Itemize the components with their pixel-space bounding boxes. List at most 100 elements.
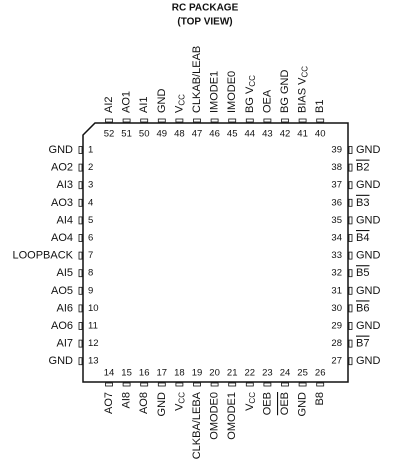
pin-name: GND: [356, 179, 381, 191]
pin-name: GND: [356, 355, 381, 367]
pin-number: 45: [227, 129, 238, 140]
pin-name-text: AI5: [56, 267, 73, 279]
pin-name: B6: [356, 302, 369, 314]
pin-name-subscript: CC: [178, 392, 187, 404]
pin-number: 19: [192, 368, 203, 379]
pin-stub: [348, 339, 353, 348]
pin-number: 43: [262, 129, 273, 140]
pin-name: GND: [356, 214, 381, 226]
pin-name: BG VCC: [244, 75, 257, 113]
pin-name: GND: [356, 250, 381, 262]
pin-name-text: GND: [356, 250, 381, 262]
pin-number: 13: [88, 356, 99, 367]
pin-name-text: B5: [356, 267, 369, 279]
pin-stub: [263, 382, 272, 387]
pin-number: 44: [245, 129, 256, 140]
pin-name: AI4: [56, 214, 73, 226]
pin-name: VCC: [173, 392, 186, 411]
pin-number: 49: [157, 129, 168, 140]
pin-name: LOOPBACK: [12, 250, 73, 262]
pin-number: 6: [88, 233, 93, 244]
pin-stub: [316, 382, 325, 387]
pin-stub: [348, 304, 353, 313]
pin-stub: [78, 163, 83, 172]
pin-stub: [175, 118, 184, 123]
pin-stub: [245, 382, 254, 387]
pin-name-text: V: [173, 403, 185, 411]
pin-number: 41: [297, 129, 308, 140]
pin-stub: [157, 118, 166, 123]
pin-stub: [140, 382, 149, 387]
pin-number: 37: [331, 180, 342, 191]
pin-name-text: OMODE1: [226, 392, 238, 440]
pin-stub: [78, 198, 83, 207]
pin-name: GND: [49, 144, 74, 156]
pin-stub: [78, 146, 83, 154]
pin-name-subscript: CC: [248, 75, 257, 87]
pin-name: AI6: [56, 302, 73, 314]
pin-name-text: BIAS V: [297, 77, 309, 113]
pin-name-text: B2: [356, 162, 369, 174]
pin-number: 36: [331, 197, 342, 208]
pin-number: 39: [331, 145, 342, 156]
pin-stub: [210, 118, 219, 123]
pin-stub: [105, 118, 113, 123]
pin-number: 28: [331, 338, 342, 349]
pin-name: AO8: [138, 392, 150, 414]
pin-name: AO4: [51, 232, 73, 244]
pin-number: 22: [245, 368, 256, 379]
pin-name-text: AI7: [56, 338, 73, 350]
pin-number: 17: [157, 368, 168, 379]
pin-name-text: B7: [356, 338, 369, 350]
pin-number: 42: [280, 129, 291, 140]
pin-name-text: OEB: [279, 392, 291, 415]
pin-number: 20: [209, 368, 220, 379]
pin-number: 50: [139, 129, 150, 140]
pin-name-text: GND: [356, 320, 381, 332]
pin-number: 3: [88, 180, 93, 191]
pin-name: OEA: [261, 89, 273, 113]
pin-name: AI2: [103, 96, 115, 113]
pin-name-text: AI8: [121, 392, 133, 409]
pin-stub: [348, 146, 353, 154]
pin-stub: [78, 304, 83, 313]
pin-name-text: AO1: [121, 91, 133, 113]
pin-stub: [348, 251, 353, 260]
pin-name-text: OEB: [261, 392, 273, 415]
pin-number: 11: [88, 321, 98, 332]
pin-number: 4: [88, 197, 93, 208]
pin-name-text: OMODE0: [209, 392, 221, 440]
pin-name: GND: [49, 355, 74, 367]
pin-number: 31: [331, 285, 342, 296]
pin-name-text: BG V: [244, 86, 256, 113]
pin-name-text: AI6: [56, 302, 73, 314]
pin-name: B7: [356, 338, 369, 350]
pin-name: AI5: [56, 267, 73, 279]
pin-name-text: GND: [156, 89, 168, 114]
pin-stub: [348, 269, 353, 278]
pin-stub: [228, 118, 237, 123]
pin-name-text: GND: [356, 285, 381, 297]
pin-number: 29: [331, 321, 342, 332]
pin-number: 15: [121, 368, 132, 379]
pin-number: 48: [174, 129, 185, 140]
pin-name-text: AI3: [56, 179, 73, 191]
pin-name-text: CLKBA/LEBA: [191, 391, 203, 459]
pin-stub: [298, 118, 307, 123]
pin-name: OEB: [261, 392, 273, 415]
pin-stub: [348, 181, 353, 190]
pin-name-text: IMODE0: [226, 71, 238, 113]
pin-number: 21: [227, 368, 238, 379]
pin-name-text: GND: [49, 355, 74, 367]
pin-stub: [105, 382, 113, 387]
subtitle: (TOP VIEW): [177, 17, 232, 28]
pin-name: BG GND: [279, 70, 291, 113]
pin-name: OEB: [279, 392, 291, 415]
pin-stub: [157, 382, 166, 387]
pin-name-text: AI2: [103, 96, 115, 113]
pin-name-text: AO7: [103, 392, 115, 414]
pin-number: 34: [331, 233, 342, 244]
pin-name: GND: [356, 285, 381, 297]
pin-number: 46: [209, 129, 220, 140]
